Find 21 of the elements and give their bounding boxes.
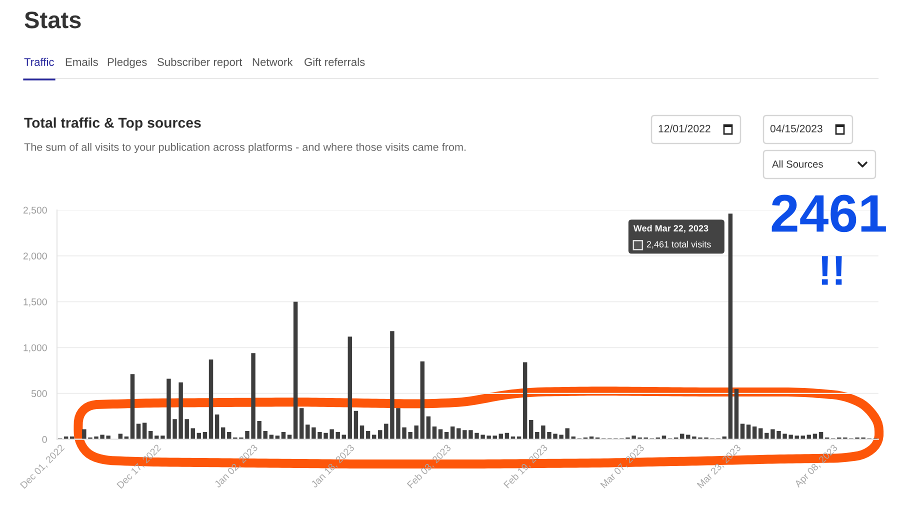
y-tick-label: 1,000 [24,344,47,352]
y-tick-label: 0 [42,436,47,443]
annotation: 2461 [772,194,886,232]
text: Gift referrals [304,58,365,66]
text: 12/01/2022 [658,124,710,132]
y-tick-label: 2,500 [23,206,47,215]
chart-title: Total traffic & Top sources [24,117,201,131]
text: 04/15/2023 [770,124,822,132]
text: Pledges [108,58,147,68]
annotation: !! [822,256,842,285]
text: Emails [66,58,98,66]
y-tick-label: 500 [31,390,47,398]
text: Traffic [24,58,54,66]
text: Network [252,58,293,66]
text: Subscriber report [158,58,242,68]
annotation: Wed Mar 22, 2023 2,461 total visits [633,224,711,249]
text: All Sources [772,160,823,168]
y-tick-label: 2,000 [23,252,47,261]
y-tick-label: 1,500 [24,298,47,306]
chart-subtitle: The sum of all visits to your publication across platforms - and where those visits came from. [24,142,466,154]
text: Stats [24,12,81,28]
